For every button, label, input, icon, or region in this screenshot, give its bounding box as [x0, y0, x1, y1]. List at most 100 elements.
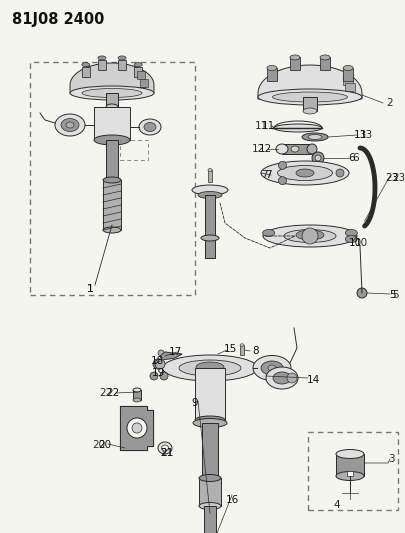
Circle shape	[153, 359, 163, 369]
Ellipse shape	[70, 86, 154, 100]
Ellipse shape	[199, 474, 221, 481]
Text: 20: 20	[92, 440, 105, 450]
Circle shape	[287, 373, 297, 383]
Ellipse shape	[308, 134, 322, 140]
Ellipse shape	[162, 445, 168, 451]
Ellipse shape	[82, 63, 90, 67]
Ellipse shape	[296, 230, 324, 240]
Ellipse shape	[291, 146, 299, 152]
Ellipse shape	[277, 166, 333, 181]
Bar	[134, 67, 142, 77]
Ellipse shape	[103, 177, 121, 183]
Bar	[303, 97, 317, 111]
Ellipse shape	[320, 55, 330, 60]
Circle shape	[302, 228, 318, 244]
Text: 11: 11	[261, 121, 275, 131]
Ellipse shape	[302, 133, 328, 141]
Ellipse shape	[345, 229, 357, 237]
Bar	[290, 58, 300, 70]
Ellipse shape	[82, 88, 142, 98]
Bar	[347, 471, 353, 476]
Circle shape	[150, 372, 158, 380]
Ellipse shape	[195, 416, 225, 424]
Bar	[343, 76, 353, 85]
Bar	[204, 506, 216, 533]
Ellipse shape	[240, 344, 244, 346]
Ellipse shape	[290, 55, 300, 60]
Ellipse shape	[66, 122, 74, 128]
Text: 19: 19	[151, 368, 164, 378]
Ellipse shape	[179, 360, 241, 376]
Text: 6: 6	[352, 153, 358, 163]
Ellipse shape	[274, 124, 322, 132]
Text: 11: 11	[255, 121, 268, 131]
Ellipse shape	[133, 388, 141, 392]
Ellipse shape	[196, 362, 224, 372]
Circle shape	[132, 423, 142, 433]
Ellipse shape	[158, 442, 172, 454]
Circle shape	[127, 418, 147, 438]
Bar	[82, 67, 90, 77]
Text: 9: 9	[192, 398, 198, 408]
Text: 12: 12	[252, 144, 265, 154]
Ellipse shape	[261, 361, 283, 375]
Ellipse shape	[276, 144, 288, 154]
Text: 10: 10	[348, 238, 362, 248]
Polygon shape	[160, 352, 182, 360]
Ellipse shape	[263, 229, 275, 237]
Ellipse shape	[106, 177, 118, 182]
Circle shape	[279, 161, 286, 169]
Text: 3: 3	[388, 454, 395, 464]
Bar	[103, 180, 121, 230]
Ellipse shape	[336, 449, 364, 458]
Ellipse shape	[201, 235, 219, 241]
Circle shape	[357, 288, 367, 298]
Text: 5: 5	[392, 290, 399, 300]
Bar	[30, 62, 195, 295]
Polygon shape	[258, 65, 362, 99]
Bar	[133, 390, 141, 400]
Text: 1: 1	[87, 284, 93, 294]
Text: 21: 21	[160, 448, 174, 458]
Bar	[320, 58, 330, 70]
Ellipse shape	[162, 355, 258, 381]
Bar	[282, 144, 312, 154]
Ellipse shape	[61, 118, 79, 132]
Bar	[137, 86, 145, 94]
Bar	[195, 368, 225, 420]
Bar	[202, 423, 218, 478]
Text: 21: 21	[160, 448, 174, 458]
Ellipse shape	[303, 108, 317, 114]
Bar	[98, 60, 106, 70]
Text: 2: 2	[387, 98, 393, 108]
Text: 7: 7	[265, 170, 271, 180]
Text: 22: 22	[107, 388, 119, 398]
Bar	[345, 83, 355, 93]
Ellipse shape	[284, 230, 336, 243]
Ellipse shape	[258, 89, 362, 105]
Ellipse shape	[144, 123, 156, 132]
Bar	[267, 68, 277, 81]
Ellipse shape	[139, 119, 161, 135]
Circle shape	[336, 169, 344, 177]
Bar	[343, 68, 353, 81]
Text: 16: 16	[225, 495, 239, 505]
Text: 4: 4	[334, 500, 340, 510]
Text: 13: 13	[360, 130, 373, 140]
Ellipse shape	[106, 104, 118, 110]
Bar	[94, 107, 130, 140]
Circle shape	[158, 350, 164, 356]
Ellipse shape	[273, 92, 347, 102]
Circle shape	[155, 359, 165, 369]
Ellipse shape	[134, 63, 142, 67]
Ellipse shape	[261, 161, 349, 185]
Text: 23: 23	[386, 173, 399, 183]
Bar	[106, 93, 118, 107]
Text: 23: 23	[392, 173, 405, 183]
Bar	[205, 195, 215, 258]
Text: 5: 5	[389, 290, 395, 300]
Ellipse shape	[296, 169, 314, 177]
Text: 10: 10	[355, 238, 368, 248]
Circle shape	[160, 372, 168, 380]
Bar	[199, 478, 221, 506]
